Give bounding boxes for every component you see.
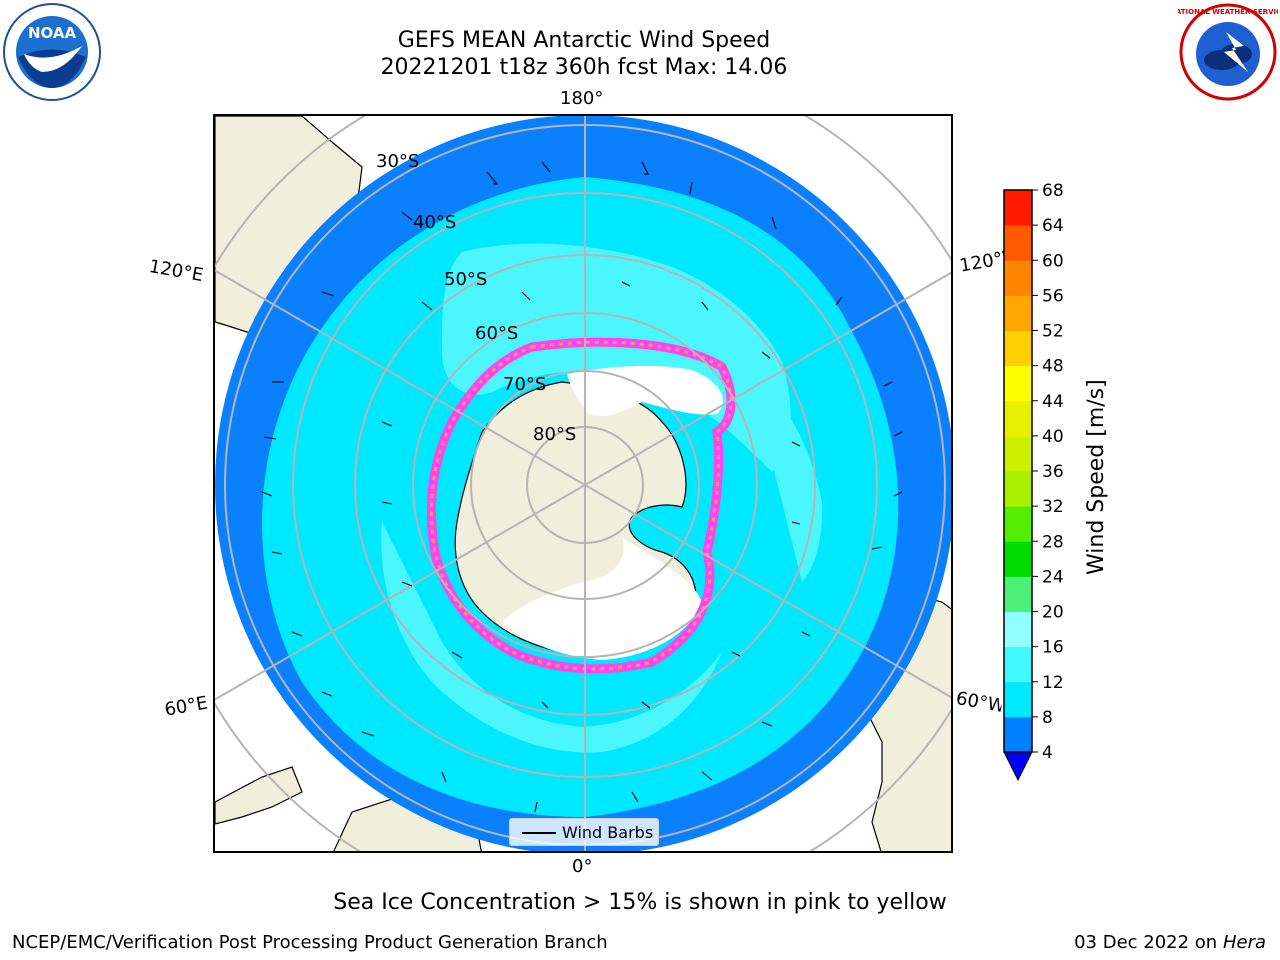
colorbar-tick-label: 68 bbox=[1042, 181, 1064, 201]
colorbar-tick-label: 40 bbox=[1042, 427, 1064, 447]
colorbar-segment bbox=[1004, 681, 1032, 718]
colorbar-tick-label: 32 bbox=[1042, 497, 1064, 517]
colorbar-tick-label: 64 bbox=[1042, 216, 1064, 236]
colorbar-segment bbox=[1004, 541, 1032, 577]
legend-label: Wind Barbs bbox=[562, 823, 654, 842]
map-legend: Wind Barbs bbox=[509, 818, 659, 846]
footer-machine: Hera bbox=[1222, 932, 1266, 953]
colorbar-segment bbox=[1004, 330, 1032, 367]
chart-subtitle: 20221201 t18z 360h fcst Max: 14.06 bbox=[380, 55, 788, 80]
lat-label-80: 80°S bbox=[533, 424, 577, 445]
lat-label-30: 30°S bbox=[376, 151, 420, 172]
sea-ice-edge bbox=[426, 337, 736, 674]
chart-title: GEFS MEAN Antarctic Wind Speed bbox=[397, 28, 771, 53]
colorbar-tick-label: 24 bbox=[1042, 567, 1064, 587]
legend-line-icon bbox=[522, 832, 556, 834]
polar-map bbox=[215, 116, 951, 851]
colorbar-tick-label: 36 bbox=[1042, 462, 1064, 482]
colorbar-tick-label: 4 bbox=[1042, 743, 1053, 763]
colorbar-tick-label: 16 bbox=[1042, 638, 1064, 658]
noaa-logo-text: NOAA bbox=[28, 24, 77, 42]
colorbar-tick-label: 12 bbox=[1042, 673, 1064, 693]
colorbar-segment bbox=[1004, 471, 1032, 507]
wind-field-band-12-16 bbox=[381, 243, 823, 753]
colorbar-segment bbox=[1004, 225, 1032, 261]
colorbar-tick-label: 52 bbox=[1042, 322, 1064, 342]
lon-label-upper-left: 120°E bbox=[147, 256, 205, 287]
colorbar-segment bbox=[1004, 611, 1032, 648]
lat-label-70: 70°S bbox=[503, 374, 547, 395]
footer-date: 03 Dec 2022 on Hera bbox=[1074, 932, 1266, 953]
colorbar-tick-label: 20 bbox=[1042, 603, 1064, 623]
lat-label-60: 60°S bbox=[475, 323, 519, 344]
sea-ice-note: Sea Ice Concentration > 15% is shown in … bbox=[333, 890, 947, 915]
lat-label-50: 50°S bbox=[444, 269, 488, 290]
colorbar-segment bbox=[1004, 295, 1032, 331]
noaa-logo-icon: NOAA bbox=[3, 3, 101, 101]
colorbar-label: Wind Speed [m/s] bbox=[1084, 379, 1109, 575]
colorbar-tick-label: 44 bbox=[1042, 392, 1064, 412]
nws-logo-icon: NATIONAL WEATHER SERVICE bbox=[1178, 3, 1278, 101]
colorbar-segment bbox=[1004, 506, 1032, 542]
colorbar-tick-label: 28 bbox=[1042, 532, 1064, 552]
colorbar-segment bbox=[1004, 435, 1032, 472]
graticule bbox=[215, 116, 951, 851]
colorbar-tick-label: 8 bbox=[1042, 708, 1053, 728]
wind-barbs bbox=[261, 161, 903, 813]
colorbar-segment bbox=[1004, 260, 1032, 296]
colorbar-segment bbox=[1004, 646, 1032, 683]
colorbar-tick-label: 60 bbox=[1042, 251, 1064, 271]
map-panel bbox=[213, 114, 953, 853]
nws-logo-text: NATIONAL WEATHER SERVICE bbox=[1178, 8, 1278, 16]
colorbar-tick-label: 56 bbox=[1042, 286, 1064, 306]
colorbar-segment bbox=[1004, 190, 1032, 226]
colorbar-extend bbox=[1003, 751, 1033, 782]
colorbar-segment bbox=[1004, 365, 1032, 402]
colorbar-segment bbox=[1004, 716, 1032, 753]
lon-label-lower-left: 60°E bbox=[163, 692, 210, 721]
lat-label-40: 40°S bbox=[413, 212, 457, 233]
footer-date-text: 03 Dec 2022 on bbox=[1074, 932, 1218, 953]
lon-label-bottom: 0° bbox=[572, 856, 593, 877]
footer-branch: NCEP/EMC/Verification Post Processing Pr… bbox=[12, 932, 608, 953]
colorbar-tick-label: 48 bbox=[1042, 357, 1064, 377]
colorbar-segment bbox=[1004, 576, 1032, 612]
colorbar-segment bbox=[1004, 400, 1032, 437]
lon-label-top: 180° bbox=[560, 88, 604, 109]
